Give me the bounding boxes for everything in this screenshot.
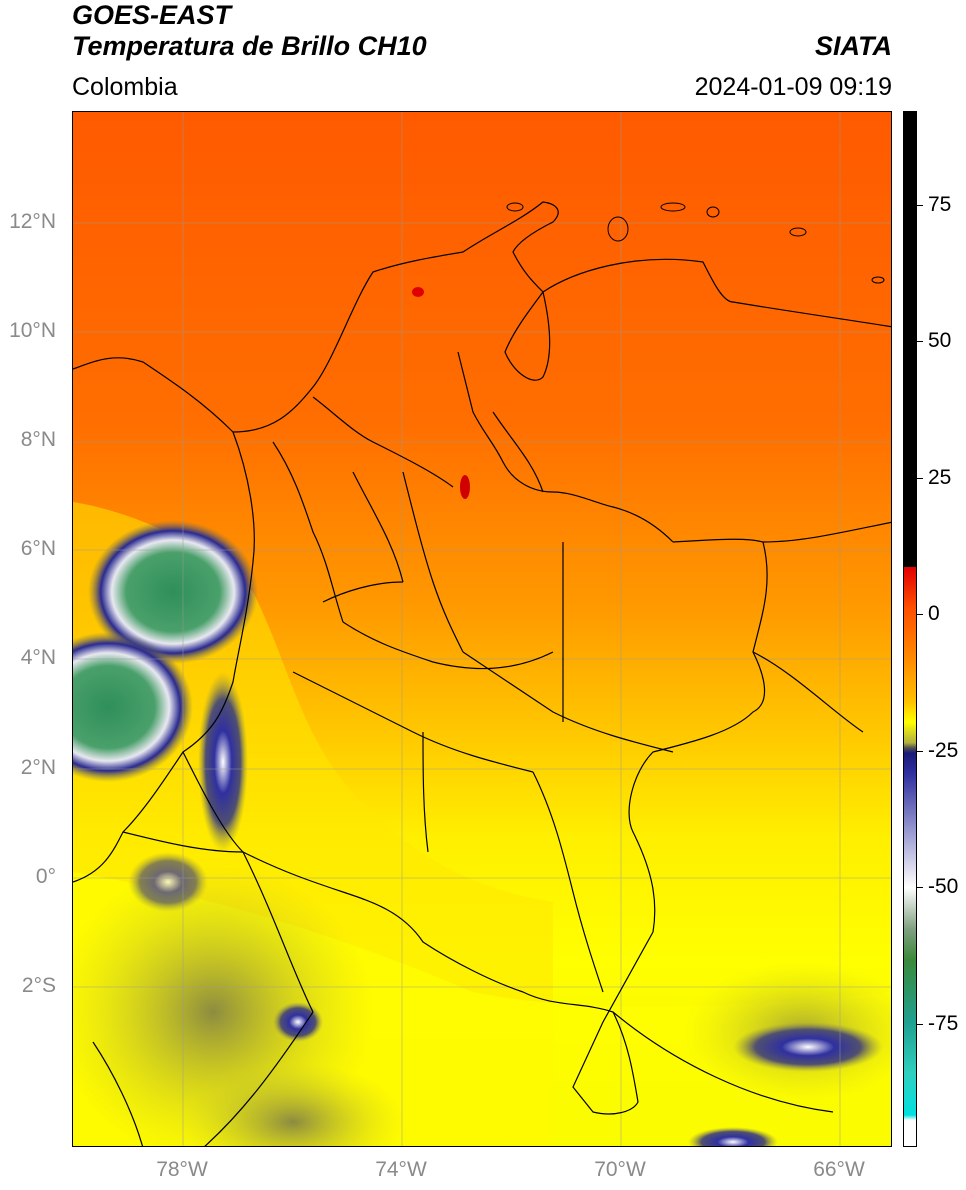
lat-label-10n: 10°N [9, 319, 56, 342]
lat-label-6n: 6°N [20, 537, 56, 560]
lon-label-78w: 78°W [156, 1158, 208, 1181]
lat-label-12n: 12°N [9, 210, 56, 233]
hot-spot-north [412, 287, 424, 297]
olive-region-s [183, 1062, 403, 1146]
lat-label-2n: 2°N [20, 756, 56, 779]
lon-label-70w: 70°W [594, 1158, 646, 1181]
colorbar-label-0: 0 [928, 602, 940, 625]
colorbar-label-75: 75 [928, 193, 952, 216]
storm-cell-southeast [733, 1022, 883, 1072]
colorbar-tick-neg75 [917, 1024, 923, 1025]
temperature-colorbar [903, 111, 917, 1147]
storm-cell-small [273, 1002, 323, 1042]
colorbar-tick-neg25 [917, 751, 923, 752]
hot-spot-andes [460, 475, 470, 499]
colorbar-label-neg75: -75 [928, 1012, 959, 1035]
lon-label-74w: 74°W [375, 1158, 427, 1181]
credit-label: SIATA [815, 31, 892, 61]
islands [506, 202, 885, 284]
storm-band-coast [198, 672, 248, 852]
datetime-label: 2024-01-09 09:19 [694, 73, 892, 101]
lat-label-2s: 2°S [21, 974, 56, 997]
title-product: Temperatura de Brillo CH10 [72, 31, 427, 61]
lat-label-0: 0° [35, 865, 56, 888]
colorbar-label-25: 25 [928, 466, 952, 489]
colorbar-tick-50 [917, 341, 923, 342]
storm-cell-bottom [688, 1127, 778, 1146]
brightness-temperature-map [73, 112, 891, 1146]
lat-label-8n: 8°N [20, 428, 56, 451]
colorbar-tick-0 [917, 614, 923, 615]
title-satellite: GOES-EAST [72, 0, 232, 30]
storm-cell-coast-south [128, 852, 208, 912]
storm-cell-north [88, 520, 258, 664]
colorbar-label-neg25: -25 [928, 739, 959, 762]
storm-cell-west [73, 632, 193, 782]
map-grid [73, 112, 891, 1146]
colorbar-tick-25 [917, 478, 923, 479]
map-panel [72, 111, 892, 1147]
region-label: Colombia [72, 73, 178, 101]
lon-label-66w: 66°W [813, 1158, 865, 1181]
lat-label-4n: 4°N [20, 646, 56, 669]
colorbar-tick-neg50 [917, 887, 923, 888]
colorbar-label-50: 50 [928, 329, 952, 352]
borders [73, 201, 891, 1146]
colorbar-label-neg50: -50 [928, 875, 959, 898]
colorbar-tick-75 [917, 205, 923, 206]
